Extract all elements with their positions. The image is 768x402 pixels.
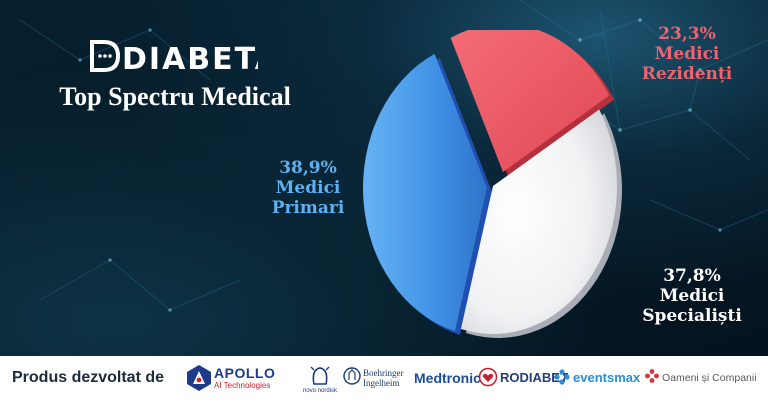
slice-medici-primari xyxy=(362,53,487,331)
boehringer-emblem-icon xyxy=(343,367,361,385)
name-rezidenti-line2: Rezidenți xyxy=(641,64,733,84)
rodiabet-logo: RODIABET xyxy=(478,367,568,391)
oameni-si-companii-logo: Oameni și Companii xyxy=(644,368,764,390)
eventsmax-text: eventsmax xyxy=(573,370,641,385)
boehringer-line1: Boehringer xyxy=(363,368,404,378)
flower-red-icon xyxy=(645,369,659,383)
name-primari-line1: Medici xyxy=(275,178,341,198)
pct-specialisti: 37,8% xyxy=(663,266,721,286)
produs-label: Produs dezvoltat de xyxy=(12,369,165,386)
rodiabet-text: RODIABET xyxy=(500,370,568,385)
name-specialisti-line1: Medici xyxy=(659,286,725,306)
diabeta-logo: DIABETA xyxy=(90,40,258,76)
novo-text: novo nordisk xyxy=(302,388,338,394)
label-medici-specialisti: 37,8% Medici Specialiști xyxy=(634,266,750,326)
eventsmax-logo: eventsmax xyxy=(553,368,641,390)
name-primari-line2: Primari xyxy=(271,198,345,218)
label-medici-rezidenti: 23,3% Medici Rezidenți xyxy=(632,24,742,84)
sponsor-footer: Produs dezvoltat de APOLLO AI Technologi… xyxy=(0,356,768,402)
apollo-name: APOLLO xyxy=(214,365,276,381)
label-medici-primari: 38,9% Medici Primari xyxy=(262,158,354,218)
pie-chart xyxy=(362,30,622,339)
boehringer-line2: Ingelheim xyxy=(363,378,400,388)
apollo-emblem-icon xyxy=(187,365,211,391)
logo-wordmark: DIABETA xyxy=(122,42,258,76)
boehringer-text: Boehringer Ingelheim xyxy=(363,368,404,388)
name-specialisti-line2: Specialiști xyxy=(642,306,742,326)
medtronic-logo: Medtronic xyxy=(414,370,481,386)
novo-nordisk-logo: novo nordisk xyxy=(300,364,340,396)
oameni-text: Oameni și Companii xyxy=(662,372,757,384)
hero-panel: DIABETA Top Spectru Medical 38,9% Medici… xyxy=(0,0,768,356)
pct-primari: 38,9% xyxy=(279,158,337,178)
name-rezidenti-line1: Medici xyxy=(654,44,720,64)
chart-title: Top Spectru Medical xyxy=(59,82,291,111)
slice-medici-rezidenti xyxy=(450,30,610,172)
slice-medici-specialisti xyxy=(460,109,617,334)
apollo-subtitle: AI Technologies xyxy=(214,381,271,390)
heart-icon xyxy=(478,367,498,387)
apollo-logo: APOLLO AI Technologies xyxy=(186,364,276,394)
bull-icon xyxy=(310,366,330,385)
flower-icon xyxy=(554,369,570,385)
pct-rezidenti: 23,3% xyxy=(658,24,716,44)
boehringer-logo: Boehringer Ingelheim xyxy=(343,365,413,393)
